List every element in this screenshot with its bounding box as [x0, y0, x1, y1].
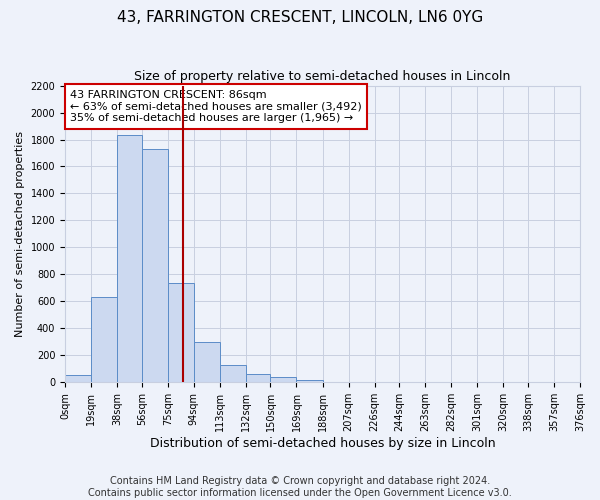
Bar [142, 149, 168, 382]
Text: Contains HM Land Registry data © Crown copyright and database right 2024.
Contai: Contains HM Land Registry data © Crown c… [88, 476, 512, 498]
Bar [91, 298, 117, 382]
Text: 43, FARRINGTON CRESCENT, LINCOLN, LN6 0YG: 43, FARRINGTON CRESCENT, LINCOLN, LN6 0Y… [117, 10, 483, 25]
Bar [296, 380, 323, 382]
Title: Size of property relative to semi-detached houses in Lincoln: Size of property relative to semi-detach… [134, 70, 511, 83]
Bar [194, 342, 220, 382]
Bar [117, 136, 142, 382]
Bar [168, 282, 194, 382]
Bar [65, 375, 91, 382]
Bar [220, 365, 246, 382]
Bar [246, 374, 271, 382]
X-axis label: Distribution of semi-detached houses by size in Lincoln: Distribution of semi-detached houses by … [150, 437, 496, 450]
Y-axis label: Number of semi-detached properties: Number of semi-detached properties [15, 131, 25, 337]
Bar [271, 377, 296, 382]
Text: 43 FARRINGTON CRESCENT: 86sqm
← 63% of semi-detached houses are smaller (3,492)
: 43 FARRINGTON CRESCENT: 86sqm ← 63% of s… [70, 90, 362, 123]
